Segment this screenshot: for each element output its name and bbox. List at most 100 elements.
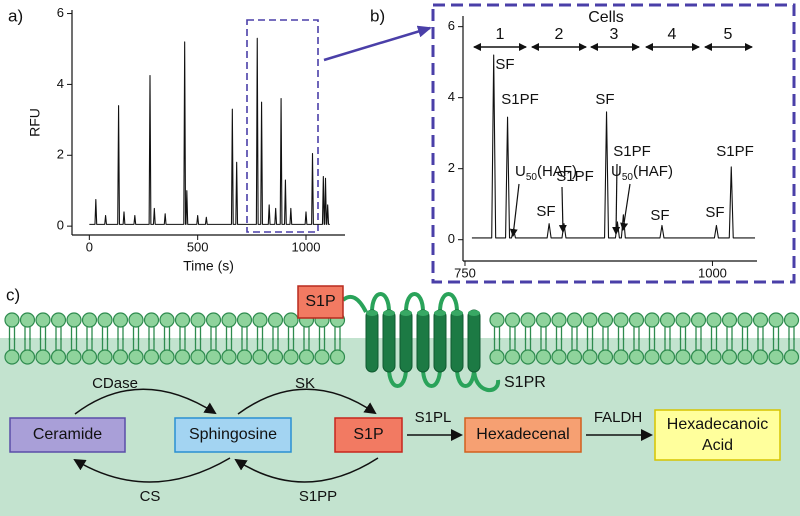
lipid-head [97,349,113,365]
y-axis-title: RFU [27,108,43,137]
panel-label: c) [6,285,20,304]
lipid-head [613,312,629,328]
lipid-head [298,349,315,365]
annotation-arrow [558,186,567,233]
lipid-head [721,312,738,328]
lipid-head [644,349,660,365]
node-label: S1P [353,426,383,443]
node-label: Hexadecanoic [667,416,768,433]
node-label: Ceramide [33,426,102,443]
lipid-head [159,349,175,365]
receptor-label: S1PR [504,374,546,391]
lipid-head [329,349,346,365]
peak-annotation: SF [495,56,514,73]
annotation-text: U [515,163,526,180]
x-tick-label: 1000 [698,265,727,280]
node-label: Hexadecenal [476,426,569,443]
receptor-loop [404,292,425,313]
zoom-arrow [323,25,432,62]
peak-annotation: SF [650,207,669,224]
y-tick-label: 6 [448,18,455,33]
receptor [341,292,501,393]
lipid-head [690,312,707,328]
x-tick-label: 0 [86,239,93,254]
panel-label: a) [8,6,23,25]
cell-number: 2 [555,26,564,43]
receptor-helix-top [468,310,480,316]
x-tick-label: 750 [454,265,476,280]
lipid-head [520,349,536,365]
lipid-head [613,349,629,365]
lipid-head [768,349,784,365]
annotation-subscript: 50 [526,172,538,183]
edge-label: CDase [92,375,138,392]
receptor-loop [387,367,408,388]
receptor-loop [421,367,442,388]
peak-annotation: S1PF [613,143,651,160]
lipid-head [143,349,160,365]
lipid-head [314,349,330,365]
lipid-head [81,312,98,328]
edge [73,457,231,483]
lipid-head [489,349,505,365]
lipid-head [752,349,769,365]
lipid-head [489,312,505,328]
y-tick-label: 4 [448,89,455,104]
panel-label: b) [370,6,385,25]
lipid-head [19,349,36,365]
lipid-head [35,312,51,328]
lipid-head [504,312,521,328]
lipid-head [205,349,222,365]
receptor-helix [467,309,481,373]
lipid-head [97,312,113,328]
edge-label: S1PL [415,409,452,426]
charts: 0 2 4 6 0 500 1000 Time (s) RFU 0 2 4 6 750 1000 SF S1PF… [27,5,757,280]
annotation-suffix: (HAF) [633,163,673,180]
cells-label: Cells [588,9,624,26]
lipid-head [675,349,691,365]
lipid-head [628,349,645,365]
lipid-head [520,312,536,328]
lipid-head [19,312,36,328]
lipid-head [628,312,645,328]
lipid-head [566,312,583,328]
x-tick-label: 500 [187,239,209,254]
receptor-helix [416,309,430,373]
lipid-head [597,349,614,365]
ligand-label: S1P [305,293,335,310]
edge [74,388,217,415]
receptor-helix [382,309,396,373]
lipid-head [221,312,237,328]
lipid-head [236,349,253,365]
receptor-helix [365,309,379,373]
edge-label: FALDH [594,409,642,426]
edges [73,388,653,483]
annotation-suffix: (HAF) [537,163,577,180]
lipid-head [128,349,144,365]
peak-annotation: S1PF [716,143,754,160]
lipid-head [174,312,191,328]
lipid-head [690,349,707,365]
lipid-head [283,349,299,365]
lipid-head [159,312,175,328]
node-box [174,417,292,453]
lipid-head [143,312,160,328]
edge-label: CS [140,488,161,505]
lipid-head [267,349,284,365]
peak-annotation: S1PF [556,168,594,185]
lipid-head [752,312,769,328]
y-tick-label: 2 [57,147,64,162]
receptor-helix-top [434,310,446,316]
lipid-head [50,349,67,365]
peak-annotation: SF [705,204,724,221]
lipid-head [706,349,722,365]
annotation-arrow [612,163,621,235]
receptor-loop [370,292,391,313]
lipid-head [768,312,784,328]
annotation-subscript: 50 [622,172,634,183]
annotation-arrow [509,183,520,237]
node-box [9,417,126,453]
edge [234,457,379,483]
